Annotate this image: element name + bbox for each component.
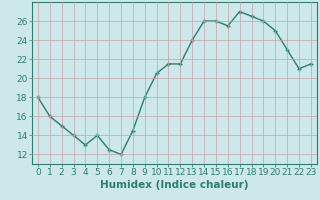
X-axis label: Humidex (Indice chaleur): Humidex (Indice chaleur)	[100, 180, 249, 190]
